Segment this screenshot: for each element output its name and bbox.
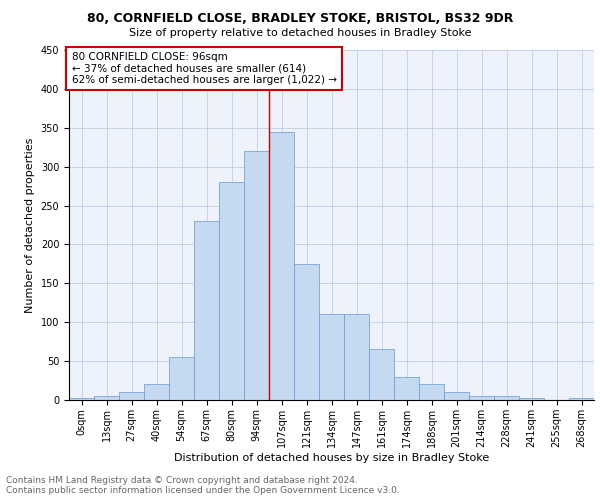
Bar — [94, 396, 119, 400]
Bar — [344, 314, 369, 400]
Bar — [469, 396, 494, 400]
Bar — [319, 314, 344, 400]
Bar — [69, 398, 94, 400]
Bar — [294, 264, 319, 400]
Bar — [569, 398, 594, 400]
Bar — [519, 398, 544, 400]
Y-axis label: Number of detached properties: Number of detached properties — [25, 138, 35, 312]
Bar — [419, 384, 444, 400]
Bar — [444, 392, 469, 400]
Bar — [494, 396, 519, 400]
Bar — [144, 384, 169, 400]
Text: Size of property relative to detached houses in Bradley Stoke: Size of property relative to detached ho… — [129, 28, 471, 38]
Bar — [244, 151, 269, 400]
Text: 80, CORNFIELD CLOSE, BRADLEY STOKE, BRISTOL, BS32 9DR: 80, CORNFIELD CLOSE, BRADLEY STOKE, BRIS… — [87, 12, 513, 26]
X-axis label: Distribution of detached houses by size in Bradley Stoke: Distribution of detached houses by size … — [174, 452, 489, 462]
Bar — [194, 221, 219, 400]
Bar — [394, 376, 419, 400]
Text: 80 CORNFIELD CLOSE: 96sqm
← 37% of detached houses are smaller (614)
62% of semi: 80 CORNFIELD CLOSE: 96sqm ← 37% of detac… — [71, 52, 337, 85]
Bar — [119, 392, 144, 400]
Bar — [219, 182, 244, 400]
Text: Contains HM Land Registry data © Crown copyright and database right 2024.
Contai: Contains HM Land Registry data © Crown c… — [6, 476, 400, 495]
Bar — [269, 132, 294, 400]
Bar — [369, 350, 394, 400]
Bar — [169, 357, 194, 400]
